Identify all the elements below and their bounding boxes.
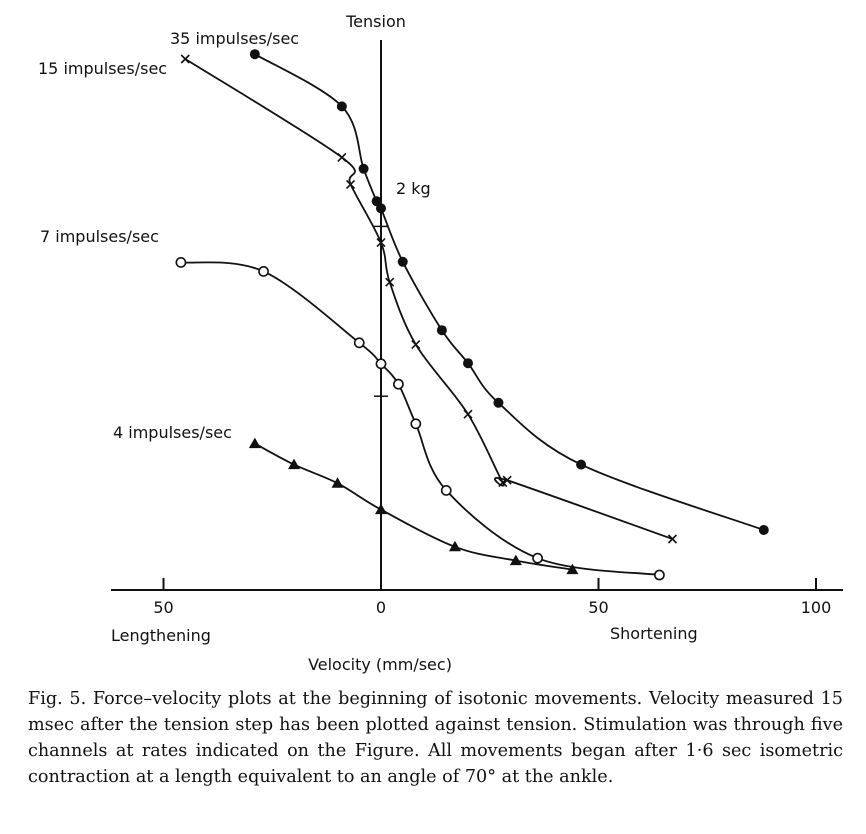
figure-caption: Fig. 5. Force–velocity plots at the begi… [28, 689, 843, 787]
data-point [337, 152, 347, 162]
data-point [654, 569, 665, 581]
data-points [175, 49, 769, 581]
x-tick-label: 100 [801, 598, 832, 617]
data-point [397, 256, 408, 267]
data-point [498, 478, 508, 488]
data-point [376, 238, 386, 248]
data-point [248, 437, 261, 449]
series-curve [180, 261, 660, 576]
data-point [566, 563, 579, 575]
series-label-7: 7 impulses/sec [40, 227, 159, 246]
data-point [249, 49, 260, 60]
data-point [463, 358, 473, 369]
data-point [758, 525, 769, 535]
data-point [532, 552, 543, 564]
data-point [463, 409, 473, 419]
data-point [667, 534, 678, 544]
data-point [258, 265, 269, 277]
data-point [493, 397, 504, 408]
data-point [345, 179, 356, 189]
series-curve [184, 58, 673, 540]
x-ticks: 50 0 50 100 [153, 578, 831, 617]
x-tick-label: 0 [376, 598, 386, 617]
y-axis-label: Tension [345, 12, 406, 31]
data-point [353, 337, 365, 349]
data-point [392, 378, 404, 390]
data-point [502, 475, 512, 485]
data-point [336, 101, 347, 112]
data-point [175, 256, 187, 268]
data-point [509, 554, 522, 566]
x-axis-label: Velocity (mm/sec) [308, 655, 452, 674]
series-curve [254, 53, 765, 531]
data-point [180, 54, 190, 64]
x-left-label: Lengthening [111, 626, 211, 645]
data-point [375, 358, 387, 370]
series-curve [254, 442, 573, 571]
series-label-4: 4 impulses/sec [113, 423, 232, 442]
x-right-label: Shortening [610, 624, 698, 643]
data-point [411, 340, 421, 350]
force-velocity-chart: 50 0 50 100 Tension Velocity (mm/sec) Lengt… [38, 12, 843, 674]
fitted-curves [180, 53, 765, 576]
series-label-35: 35 impulses/sec [170, 29, 299, 48]
data-point [436, 325, 447, 336]
data-point [385, 277, 395, 287]
series-label-15: 15 impulses/sec [38, 59, 167, 78]
data-point [358, 163, 369, 174]
data-point [371, 196, 382, 207]
y-scale-marks [374, 225, 388, 397]
x-tick-label: 50 [588, 598, 608, 617]
x-tick-label: 50 [153, 598, 173, 617]
data-point [576, 459, 587, 470]
data-point [288, 458, 300, 470]
data-point [376, 203, 386, 214]
data-point [331, 477, 344, 488]
data-point [375, 503, 387, 515]
data-point [448, 540, 461, 552]
y-scale-label: 2 kg [396, 179, 431, 198]
data-point [410, 418, 422, 430]
data-point [440, 484, 452, 496]
